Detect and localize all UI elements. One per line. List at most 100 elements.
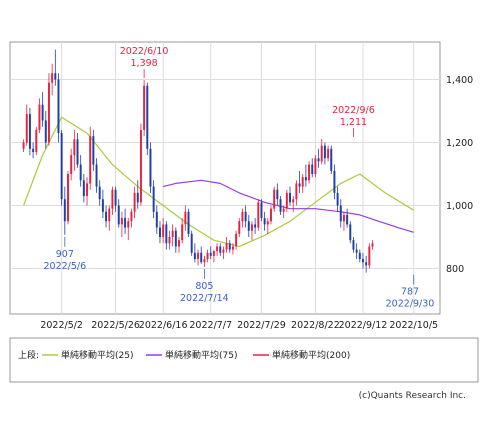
candle-body-42 [155,211,158,228]
candle-body-103 [349,224,352,241]
candle-body-77 [266,221,269,225]
candle-108 [365,255,368,273]
candle-96 [327,145,330,162]
candle-body-70 [244,211,247,222]
candle-106 [358,249,361,263]
candle-56 [200,246,203,264]
candle-body-82 [282,208,285,212]
candle-11 [57,73,60,143]
candle-60 [212,249,215,263]
candle-body-46 [168,237,171,244]
annotation-date-4: 2022/9/30 [386,299,435,310]
candle-body-8 [47,82,50,143]
candle-15 [70,148,73,181]
candle-101 [342,211,345,231]
candle-40 [149,142,152,193]
candle-body-79 [273,189,276,209]
ma-line-0 [23,116,415,247]
candle-86 [295,180,298,206]
candle-body-51 [184,211,187,225]
candle-100 [339,199,342,228]
candle-body-32 [124,218,127,228]
candle-body-48 [174,230,177,247]
candle-90 [308,161,311,184]
candle-body-39 [146,85,149,149]
candle-body-84 [289,192,292,203]
candle-103 [349,221,352,244]
ma-line-1 [162,179,414,233]
candle-body-61 [216,246,219,252]
candle-79 [273,186,276,212]
candle-body-15 [70,155,73,174]
candle-20 [86,177,89,206]
candle-body-9 [51,73,54,83]
candle-98 [333,164,336,200]
candle-74 [257,199,260,231]
candle-body-88 [301,177,304,187]
candle-58 [206,249,209,263]
candle-body-53 [190,233,193,253]
candle-body-52 [187,211,190,234]
legend-label-ma75: 単純移動平均(75) [165,349,237,361]
candle-body-72 [250,224,253,231]
candle-body-104 [352,240,355,250]
candle-85 [292,196,295,212]
candle-91 [311,158,314,178]
annotation-date-0: 2022/6/10 [120,46,169,57]
candle-body-65 [228,243,231,250]
candle-body-47 [171,230,174,237]
candle-body-97 [330,148,333,171]
candle-76 [263,211,266,231]
candle-30 [117,199,120,228]
annotation-value-4: 787 [401,287,419,298]
y-tick-label-1: 1,000 [446,201,473,212]
candle-78 [270,205,272,225]
candle-body-2 [28,114,31,149]
annotation-value-1: 907 [56,249,74,260]
candle-body-73 [254,224,257,228]
candle-52 [187,208,190,237]
candle-body-58 [206,252,209,260]
candle-92 [314,155,317,178]
candle-body-56 [200,252,203,263]
candle-body-16 [73,139,76,156]
candle-110 [371,240,374,250]
candle-body-99 [336,192,339,206]
candle-29 [114,186,117,212]
candle-69 [241,208,244,228]
x-tick-label-5: 2022/8/22 [291,320,340,331]
candle-7 [44,111,47,149]
candle-body-33 [127,221,130,228]
candle-64 [225,237,228,253]
x-tick-label-7: 2022/10/5 [389,320,438,331]
annotation-value-0: 1,398 [131,58,158,69]
candle-body-71 [247,221,250,231]
candle-body-6 [41,104,44,121]
candle-body-96 [327,148,330,159]
annotation-high-0: 2022/6/101,398 [120,46,169,79]
candle-body-60 [212,251,215,256]
candle-3 [32,142,35,159]
candle-body-83 [285,192,288,209]
candle-67 [235,230,238,250]
candle-body-68 [238,221,241,234]
candle-84 [289,186,292,206]
candle-1 [25,104,28,146]
candle-body-4 [35,129,38,152]
x-tick-label-1: 2022/5/26 [91,320,140,331]
candle-body-23 [95,164,98,187]
candle-body-25 [101,199,104,212]
y-tick-label-0: 800 [446,264,464,275]
candle-body-93 [317,158,320,162]
candle-35 [133,186,136,219]
candle-body-76 [263,218,266,225]
annotation-date-3: 2022/9/6 [332,105,375,116]
candle-0 [22,139,25,152]
candle-body-66 [231,246,234,250]
candle-27 [108,205,111,231]
candle-body-10 [54,73,57,80]
candle-31 [120,211,123,237]
candle-body-63 [222,249,225,253]
candle-34 [130,208,133,228]
